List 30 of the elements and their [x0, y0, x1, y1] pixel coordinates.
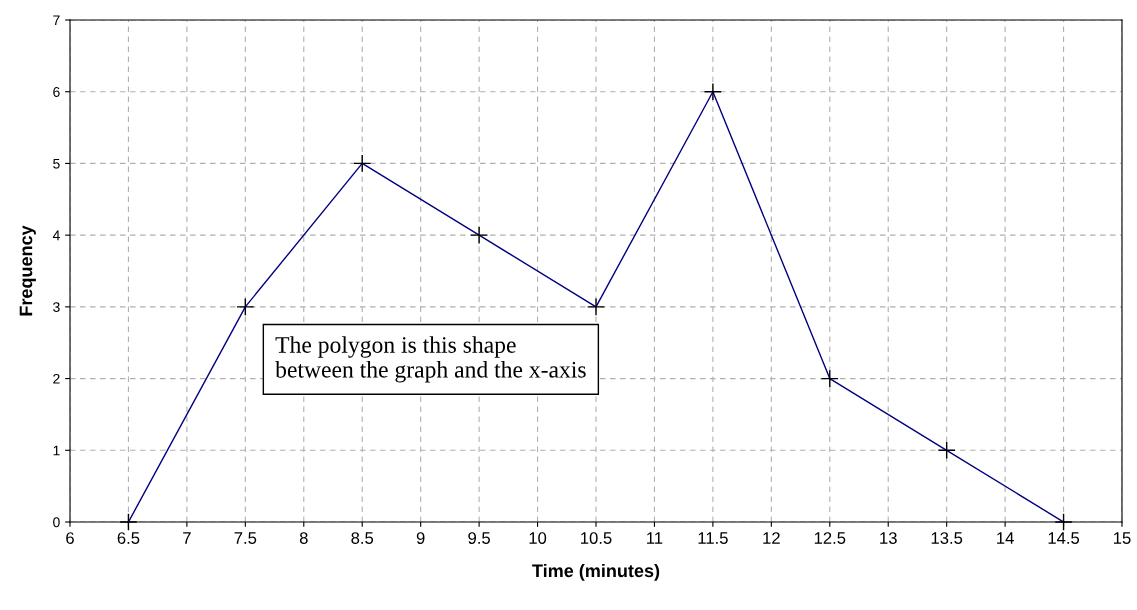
x-tick-label: 6: [66, 532, 74, 544]
x-tick-label: 14.5: [1048, 532, 1080, 544]
x-tick-label: 10: [529, 532, 547, 544]
x-tick-label: 7: [183, 532, 191, 544]
y-tick-label: 0: [53, 517, 60, 528]
x-tick-label: 9: [416, 532, 425, 544]
x-tick-label: 6.5: [117, 532, 140, 544]
x-tick-label: 11: [647, 532, 663, 544]
x-tick-label: 8: [299, 532, 308, 544]
x-tick-label: 11.5: [698, 532, 728, 544]
y-tick-label: 2: [53, 373, 60, 384]
y-tick-label: 3: [53, 302, 60, 313]
annotation: The polygon is this shape between the graph and the x-axis: [275, 336, 586, 383]
y-tick-label: 4: [52, 230, 60, 241]
y-tick-label: 6: [53, 87, 60, 97]
y-tick-label: 1: [53, 445, 60, 456]
x-tick-label: 12: [763, 532, 780, 544]
x-tick-label: 10.5: [581, 532, 612, 544]
x-tick-label: 13: [880, 532, 897, 544]
x-tick-label: 9.5: [468, 532, 490, 544]
x-tick-label: 12.5: [814, 532, 846, 544]
x-tick-label: 14: [997, 532, 1014, 544]
x-tick-label: 13.5: [931, 532, 963, 544]
y-axis-title: Frequency: [19, 225, 36, 316]
x-tick-label: 7.5: [234, 532, 257, 544]
y-tick-label: 5: [53, 158, 60, 169]
x-axis-title: Time (minutes): [532, 563, 660, 581]
x-tick-label: 8.5: [351, 532, 374, 544]
x-tick-label: 15: [1114, 532, 1131, 544]
y-tick-label: 7: [53, 15, 60, 26]
